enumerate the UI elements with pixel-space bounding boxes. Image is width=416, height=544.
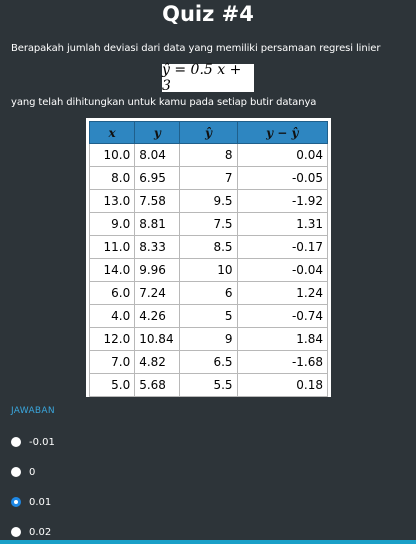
table-cell: 6.95 xyxy=(134,166,181,190)
table-cell: 7 xyxy=(179,166,238,190)
table-row: 7.0 4.82 6.5 -1.68 xyxy=(88,350,329,374)
answer-option-label: 0.01 xyxy=(29,496,52,508)
table-cell: 8.81 xyxy=(134,212,181,236)
table-cell: 9.0 xyxy=(88,212,136,236)
quiz-title: Quiz #4 xyxy=(162,2,254,26)
header-y-hat: ŷ xyxy=(179,121,238,144)
data-table-container: x y ŷ y − ŷ 10.0 8.04 8 0.04 8.0 6.95 7 -0.05 13… xyxy=(86,118,331,397)
table-cell: 7.0 xyxy=(88,350,136,374)
table-cell: 6.5 xyxy=(179,350,238,374)
table-row: 9.0 8.81 7.5 1.31 xyxy=(88,212,329,236)
table-cell: 4.0 xyxy=(88,304,136,328)
answer-option-label: 0.02 xyxy=(29,526,52,538)
table-cell: 10.84 xyxy=(134,327,181,351)
header-deviation: y − ŷ xyxy=(236,121,329,144)
radio-unchecked-icon[interactable] xyxy=(11,437,21,447)
answer-option-label: 0 xyxy=(29,466,36,478)
table-cell: -0.05 xyxy=(236,166,329,190)
table-row: 11.0 8.33 8.5 -0.17 xyxy=(88,235,329,259)
table-cell: 10 xyxy=(179,258,238,282)
table-cell: -1.92 xyxy=(236,189,329,213)
table-row: 13.0 7.58 9.5 -1.92 xyxy=(88,189,329,213)
table-cell: 8.5 xyxy=(179,235,238,259)
answer-option-label: -0.01 xyxy=(29,436,55,448)
table-row: 4.0 4.26 5 -0.74 xyxy=(88,304,329,328)
answer-options: -0.01 0 0.01 0.02 xyxy=(11,427,55,544)
table-cell: -1.68 xyxy=(236,350,329,374)
table-header-row: x y ŷ y − ŷ xyxy=(88,121,329,144)
table-cell: 9.5 xyxy=(179,189,238,213)
table-cell: 7.58 xyxy=(134,189,181,213)
table-cell: 13.0 xyxy=(88,189,136,213)
header-y: y xyxy=(134,121,181,144)
table-cell: 8.0 xyxy=(88,166,136,190)
table-row: 5.0 5.68 5.5 0.18 xyxy=(88,373,329,397)
table-cell: 9.96 xyxy=(134,258,181,282)
table-cell: 5.0 xyxy=(88,373,136,397)
table-cell: -0.17 xyxy=(236,235,329,259)
table-cell: 0.04 xyxy=(236,143,329,167)
radio-unchecked-icon[interactable] xyxy=(11,467,21,477)
table-row: 14.0 9.96 10 -0.04 xyxy=(88,258,329,282)
table-cell: 0.18 xyxy=(236,373,329,397)
answer-option[interactable]: 0.01 xyxy=(11,487,55,517)
radio-unchecked-icon[interactable] xyxy=(11,527,21,537)
table-cell: 6.0 xyxy=(88,281,136,305)
table-row: 10.0 8.04 8 0.04 xyxy=(88,143,329,167)
table-cell: 1.24 xyxy=(236,281,329,305)
question-subtext: yang telah dihitungkan untuk kamu pada s… xyxy=(11,97,317,108)
table-cell: 8.33 xyxy=(134,235,181,259)
table-cell: 4.26 xyxy=(134,304,181,328)
answer-option[interactable]: 0.02 xyxy=(11,517,55,544)
table-cell: 8.04 xyxy=(134,143,181,167)
table-cell: 4.82 xyxy=(134,350,181,374)
answer-option[interactable]: 0 xyxy=(11,457,55,487)
table-cell: 1.84 xyxy=(236,327,329,351)
table-row: 8.0 6.95 7 -0.05 xyxy=(88,166,329,190)
table-cell: -0.04 xyxy=(236,258,329,282)
table-row: 12.0 10.84 9 1.84 xyxy=(88,327,329,351)
table-cell: 10.0 xyxy=(88,143,136,167)
header-x: x xyxy=(88,121,136,144)
answer-label: JAWABAN xyxy=(11,406,55,416)
data-table: x y ŷ y − ŷ 10.0 8.04 8 0.04 8.0 6.95 7 -0.05 13… xyxy=(88,121,329,397)
table-cell: 5.5 xyxy=(179,373,238,397)
table-cell: 5 xyxy=(179,304,238,328)
table-cell: 6 xyxy=(179,281,238,305)
table-cell: 1.31 xyxy=(236,212,329,236)
bottom-bar xyxy=(0,540,416,544)
table-cell: -0.74 xyxy=(236,304,329,328)
table-cell: 5.68 xyxy=(134,373,181,397)
answer-option[interactable]: -0.01 xyxy=(11,427,55,457)
regression-formula: ŷ = 0.5 x + 3 xyxy=(162,62,254,94)
radio-checked-icon[interactable] xyxy=(11,497,21,507)
table-row: 6.0 7.24 6 1.24 xyxy=(88,281,329,305)
table-cell: 11.0 xyxy=(88,235,136,259)
table-cell: 14.0 xyxy=(88,258,136,282)
question-text: Berapakah jumlah deviasi dari data yang … xyxy=(11,43,381,54)
table-cell: 7.5 xyxy=(179,212,238,236)
table-cell: 12.0 xyxy=(88,327,136,351)
table-cell: 9 xyxy=(179,327,238,351)
table-body: 10.0 8.04 8 0.04 8.0 6.95 7 -0.05 13.0 7.58 9.5 -1.… xyxy=(88,143,329,397)
table-cell: 8 xyxy=(179,143,238,167)
table-cell: 7.24 xyxy=(134,281,181,305)
